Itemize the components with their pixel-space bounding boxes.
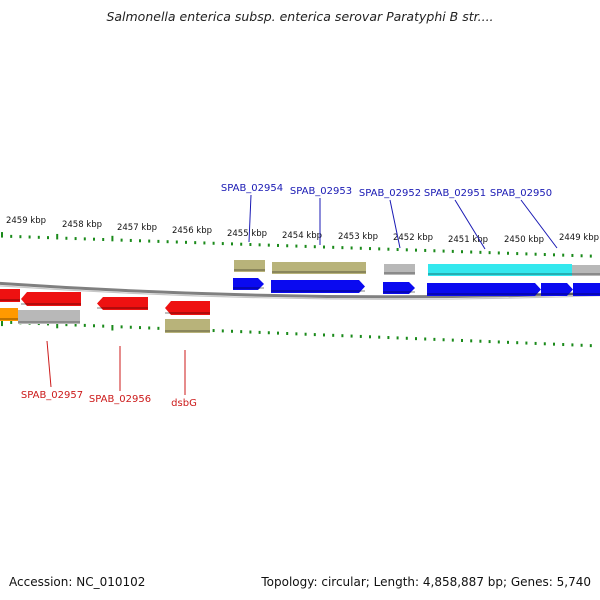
scale-label: 2453 kbp xyxy=(338,232,378,242)
gene-label-leader xyxy=(454,199,486,250)
gene-label-leader xyxy=(520,199,558,249)
gene-label-forward[interactable]: SPAB_02950 xyxy=(490,188,552,199)
gene-label-forward[interactable]: SPAB_02952 xyxy=(359,188,421,199)
scale-ticks-top xyxy=(1,232,592,258)
feature-bar-spab-02953[interactable] xyxy=(272,262,366,274)
scale-label: 2451 kbp xyxy=(448,235,488,245)
gene-label-forward[interactable]: SPAB_02953 xyxy=(290,186,352,197)
scale-label: 2455 kbp xyxy=(227,229,267,239)
feature-bar-spab-02951[interactable] xyxy=(428,264,572,276)
gene-label-forward[interactable]: SPAB_02951 xyxy=(424,188,486,199)
gene-labels: SPAB_02954 SPAB_02953 SPAB_02952 SPAB_02951… xyxy=(21,183,558,409)
scale-label: 2449 kbp xyxy=(559,233,599,243)
gene-label-forward[interactable]: SPAB_02954 xyxy=(221,183,283,194)
scale-labels: 2459 kbp 2458 kbp 2457 kbp 2456 kbp 2455 kbp… xyxy=(6,216,599,245)
feature-bar-left-edge[interactable] xyxy=(0,308,18,321)
cds-arrow-spab-02953[interactable] xyxy=(271,280,365,293)
cds-arrow-spab-02950a[interactable] xyxy=(541,283,573,296)
accession-text: Accession: NC_010102 xyxy=(9,575,146,589)
gene-label-reverse[interactable]: SPAB_02957 xyxy=(21,390,83,401)
scale-ticks-bottom xyxy=(1,320,592,348)
feature-bar-spab-02950[interactable] xyxy=(572,265,600,276)
scale-label: 2457 kbp xyxy=(117,223,157,233)
gene-label-leader xyxy=(248,194,252,243)
gene-label-leader xyxy=(389,199,401,249)
gene-label-reverse[interactable]: SPAB_02956 xyxy=(89,394,151,405)
genome-backbone-shadow xyxy=(0,285,600,300)
topology-text: Topology: circular; Length: 4,858,887 bp… xyxy=(261,575,591,589)
cds-arrow-spab-02954[interactable] xyxy=(233,278,264,290)
feature-bar-spab-02957[interactable] xyxy=(18,310,80,324)
scale-label: 2456 kbp xyxy=(172,226,212,236)
cds-arrow-dsbg[interactable] xyxy=(165,301,210,315)
scale-label: 2454 kbp xyxy=(282,231,322,241)
cds-arrow-spab-02950b[interactable] xyxy=(573,283,600,296)
cds-arrow-spab-02952[interactable] xyxy=(383,282,415,294)
feature-bar-spab-02954[interactable] xyxy=(234,260,265,272)
feature-bar-dsbg[interactable] xyxy=(165,319,210,333)
scale-label: 2450 kbp xyxy=(504,235,544,245)
cds-arrow-left-edge[interactable] xyxy=(0,289,20,302)
map-title: Salmonella enterica subsp. enterica sero… xyxy=(106,9,494,24)
cds-arrow-spab-02956[interactable] xyxy=(97,297,148,310)
features xyxy=(0,260,600,333)
cds-arrow-spab-02951[interactable] xyxy=(427,283,541,296)
scale-label: 2459 kbp xyxy=(6,216,46,226)
gene-label-reverse[interactable]: dsbG xyxy=(171,398,197,409)
feature-bar-spab-02952[interactable] xyxy=(384,264,415,275)
cds-arrow-spab-02957[interactable] xyxy=(21,292,81,306)
scale-label: 2458 kbp xyxy=(62,220,102,230)
gene-label-leader xyxy=(46,340,52,388)
scale-label: 2452 kbp xyxy=(393,233,433,243)
